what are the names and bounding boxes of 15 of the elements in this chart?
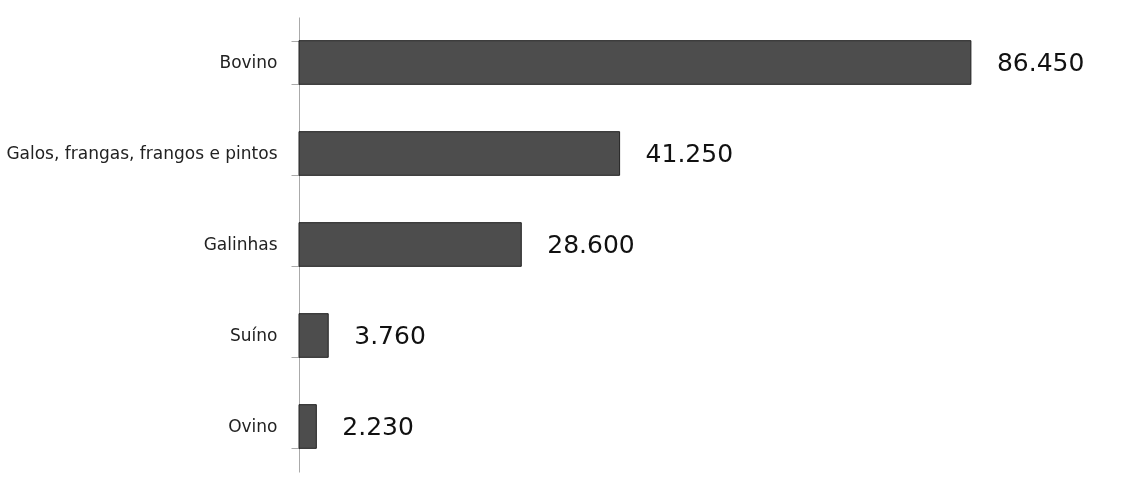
bar: [298, 404, 317, 449]
data-label: 3.760: [354, 320, 426, 350]
bar: [298, 222, 522, 267]
bar: [298, 40, 972, 85]
data-label: 2.230: [342, 411, 414, 441]
y-tick-label: Galinhas: [203, 234, 278, 254]
bar: [298, 131, 621, 176]
bar: [298, 313, 329, 358]
y-tick-label: Bovino: [219, 52, 278, 72]
data-label: 41.250: [645, 138, 734, 168]
y-tick-label: Galos, frangas, frangos e pintos: [6, 143, 278, 163]
data-label: 28.600: [547, 229, 635, 259]
y-tick-label: Suíno: [230, 325, 278, 345]
y-tick-label: Ovino: [228, 416, 278, 436]
data-label: 86.450: [996, 47, 1085, 77]
